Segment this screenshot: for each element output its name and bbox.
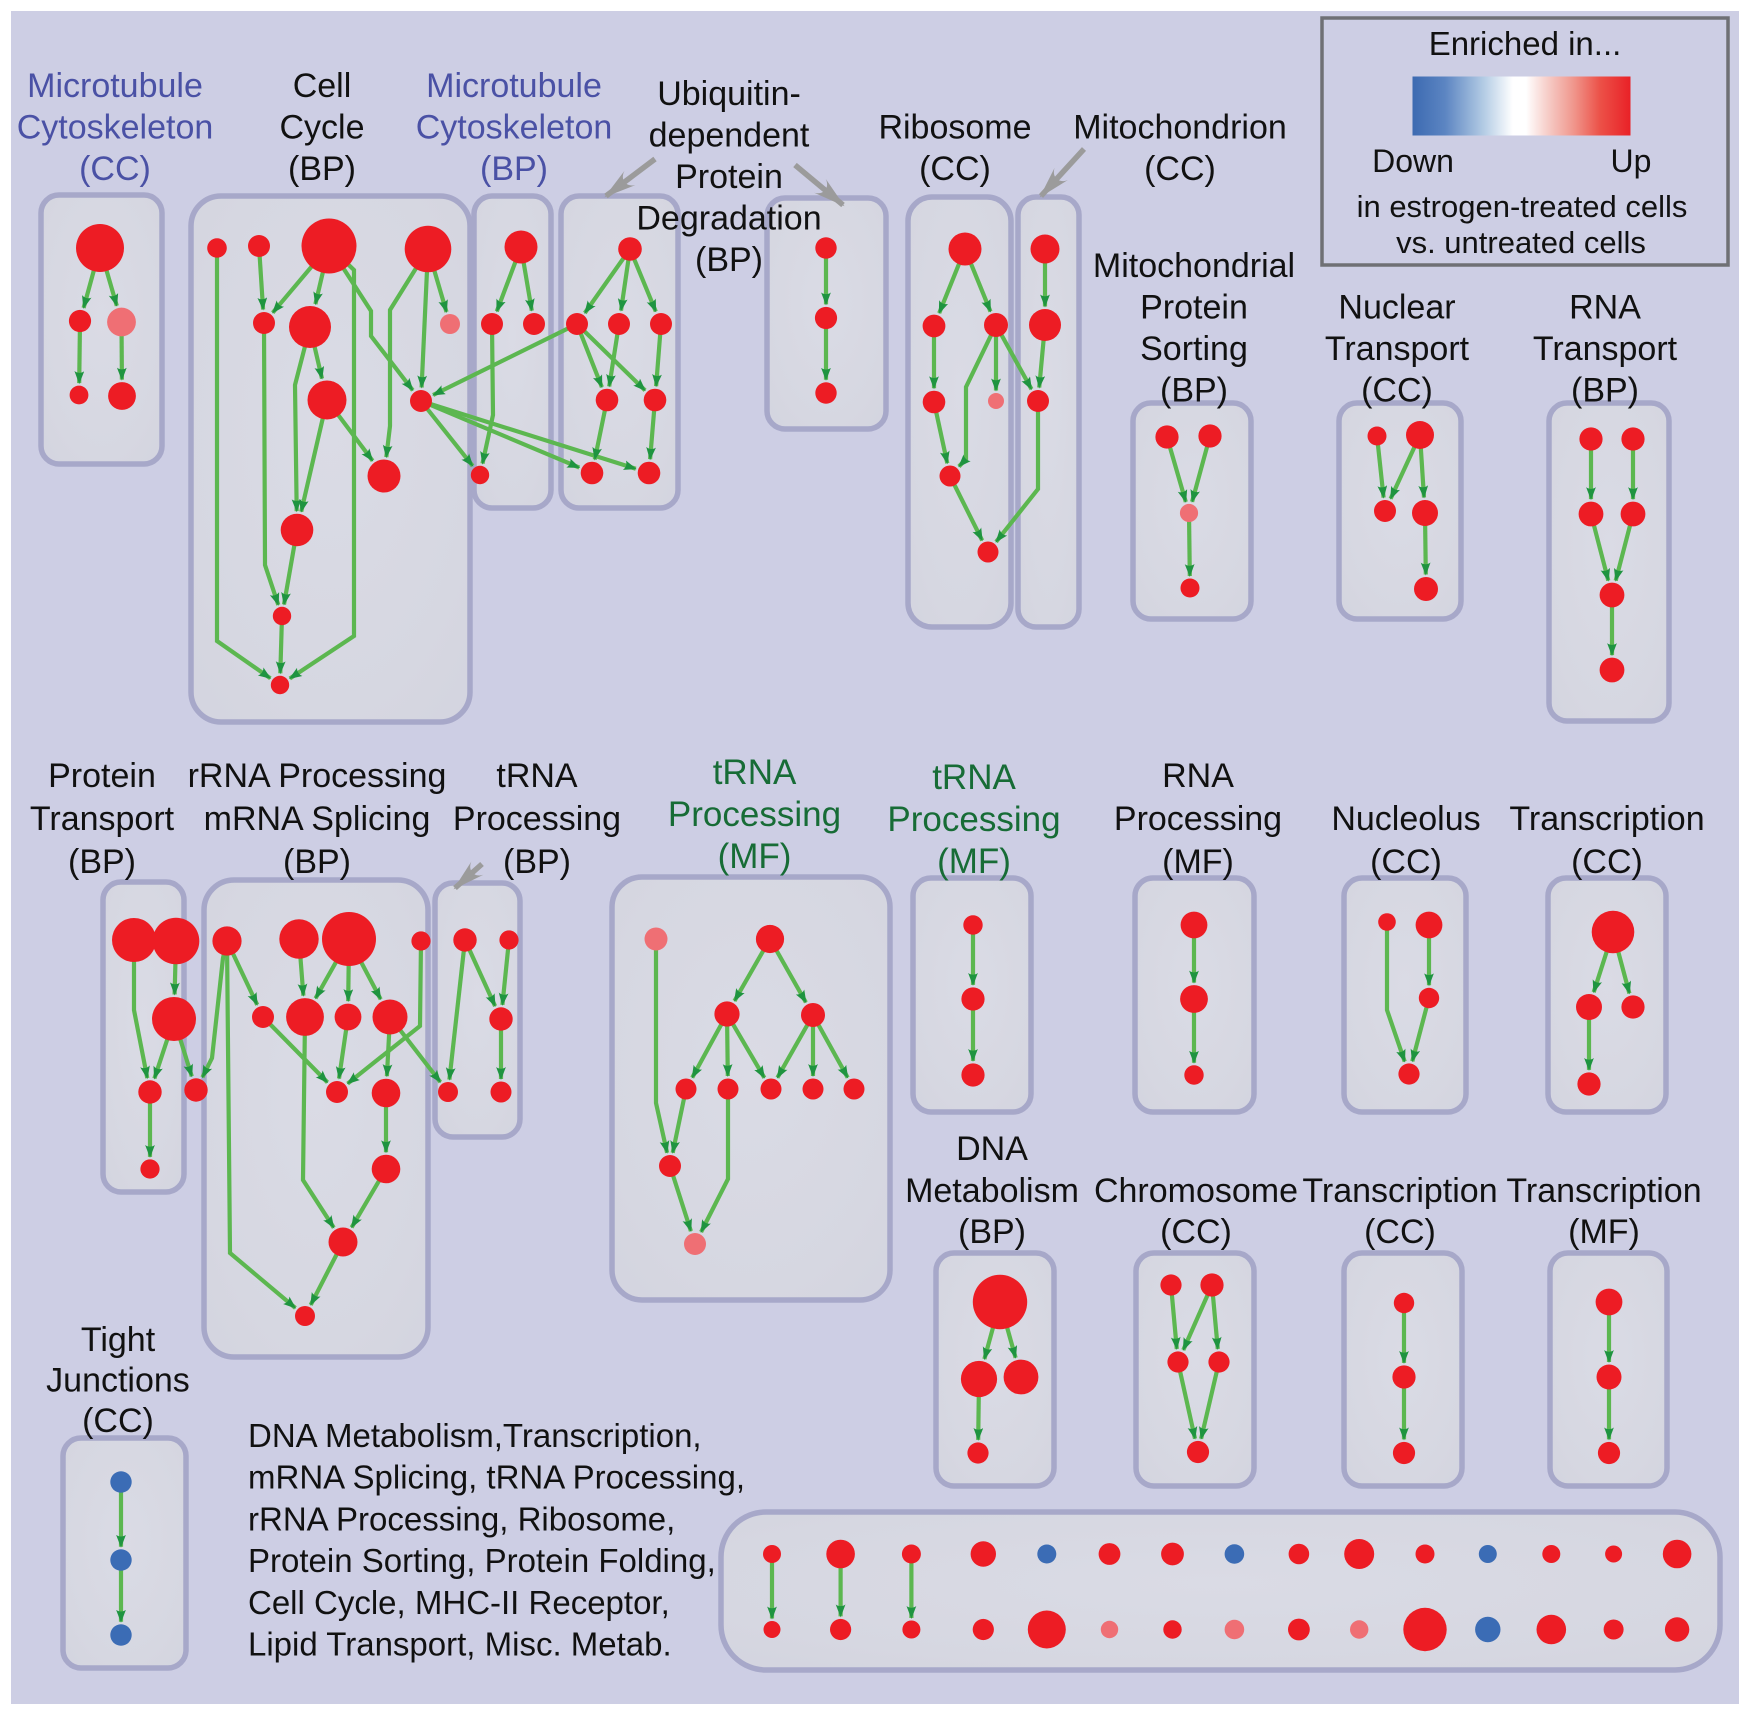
svg-text:Degradation: Degradation — [636, 200, 821, 238]
svg-text:Microtubule: Microtubule — [27, 67, 203, 105]
svg-text:Protein Sorting, Protein Foldi: Protein Sorting, Protein Folding, — [248, 1542, 716, 1579]
svg-text:(BP): (BP) — [1571, 372, 1639, 410]
svg-text:Cell Cycle, MHC-II Receptor,: Cell Cycle, MHC-II Receptor, — [248, 1584, 670, 1621]
svg-text:(CC): (CC) — [1361, 372, 1433, 410]
svg-text:Mitochondrial: Mitochondrial — [1093, 247, 1295, 285]
svg-text:Chromosome: Chromosome — [1094, 1172, 1298, 1210]
svg-text:(BP): (BP) — [283, 843, 351, 881]
svg-text:(BP): (BP) — [288, 150, 356, 188]
svg-text:(MF): (MF) — [937, 842, 1011, 881]
svg-text:Up: Up — [1611, 143, 1652, 179]
svg-text:rRNA Processing: rRNA Processing — [188, 757, 447, 795]
svg-text:rRNA Processing, Ribosome,: rRNA Processing, Ribosome, — [248, 1500, 675, 1537]
svg-text:Transport: Transport — [1533, 330, 1678, 368]
svg-text:(MF): (MF) — [718, 837, 792, 876]
svg-text:Nucleolus: Nucleolus — [1331, 800, 1480, 838]
svg-text:(MF): (MF) — [1568, 1213, 1640, 1251]
svg-text:(BP): (BP) — [695, 241, 763, 279]
svg-text:Protein: Protein — [1140, 289, 1248, 327]
svg-text:vs. untreated cells: vs. untreated cells — [1396, 225, 1646, 260]
svg-text:tRNA: tRNA — [713, 753, 797, 792]
svg-text:Metabolism: Metabolism — [905, 1172, 1079, 1210]
svg-text:Processing: Processing — [453, 800, 621, 838]
svg-text:RNA: RNA — [1569, 289, 1641, 327]
svg-text:Transcription: Transcription — [1509, 800, 1704, 838]
svg-text:mRNA Splicing: mRNA Splicing — [204, 800, 431, 838]
svg-text:Ribosome: Ribosome — [878, 109, 1031, 147]
svg-text:(CC): (CC) — [1364, 1213, 1436, 1251]
svg-text:(CC): (CC) — [79, 150, 151, 188]
svg-text:(BP): (BP) — [958, 1213, 1026, 1251]
svg-text:Mitochondrion: Mitochondrion — [1073, 109, 1287, 147]
svg-text:(CC): (CC) — [1370, 843, 1442, 881]
svg-text:Cycle: Cycle — [279, 109, 364, 147]
svg-text:DNA: DNA — [956, 1130, 1028, 1168]
svg-text:RNA: RNA — [1162, 757, 1234, 795]
svg-text:DNA Metabolism,Transcription,: DNA Metabolism,Transcription, — [248, 1417, 702, 1454]
svg-text:Transcription: Transcription — [1302, 1172, 1497, 1210]
svg-text:(BP): (BP) — [68, 843, 136, 881]
svg-text:Cell: Cell — [293, 67, 352, 105]
svg-text:Transcription: Transcription — [1506, 1172, 1701, 1210]
svg-text:Protein: Protein — [675, 158, 783, 196]
svg-text:(CC): (CC) — [1144, 150, 1216, 188]
svg-text:Nuclear: Nuclear — [1338, 289, 1455, 327]
svg-text:Down: Down — [1372, 143, 1454, 179]
svg-text:Processing: Processing — [668, 795, 841, 834]
svg-text:Processing: Processing — [1114, 800, 1282, 838]
svg-text:Sorting: Sorting — [1140, 330, 1248, 368]
svg-text:dependent: dependent — [649, 117, 810, 155]
svg-text:Lipid Transport, Misc. Metab.: Lipid Transport, Misc. Metab. — [248, 1626, 672, 1663]
svg-text:in estrogen-treated cells: in estrogen-treated cells — [1357, 189, 1688, 224]
svg-text:Microtubule: Microtubule — [426, 67, 602, 105]
svg-text:Junctions: Junctions — [46, 1362, 190, 1400]
svg-text:(CC): (CC) — [1571, 843, 1643, 881]
svg-text:tRNA: tRNA — [932, 758, 1016, 797]
svg-text:(BP): (BP) — [503, 843, 571, 881]
svg-text:tRNA: tRNA — [496, 757, 578, 795]
svg-text:Transport: Transport — [1325, 330, 1470, 368]
svg-text:(MF): (MF) — [1162, 843, 1234, 881]
svg-text:Protein: Protein — [48, 757, 156, 795]
svg-text:Cytoskeleton: Cytoskeleton — [416, 109, 613, 147]
svg-text:(CC): (CC) — [1160, 1213, 1232, 1251]
svg-text:Cytoskeleton: Cytoskeleton — [17, 109, 214, 147]
svg-text:Transport: Transport — [30, 800, 175, 838]
svg-text:(BP): (BP) — [1160, 372, 1228, 410]
svg-text:Enriched in...: Enriched in... — [1429, 25, 1622, 62]
svg-text:(CC): (CC) — [82, 1402, 154, 1440]
svg-text:mRNA Splicing, tRNA Processing: mRNA Splicing, tRNA Processing, — [248, 1459, 745, 1496]
svg-text:(BP): (BP) — [480, 150, 548, 188]
svg-text:(CC): (CC) — [919, 150, 991, 188]
svg-text:Ubiquitin-: Ubiquitin- — [657, 75, 801, 113]
svg-text:Tight: Tight — [81, 1321, 156, 1359]
svg-text:Processing: Processing — [887, 800, 1060, 839]
